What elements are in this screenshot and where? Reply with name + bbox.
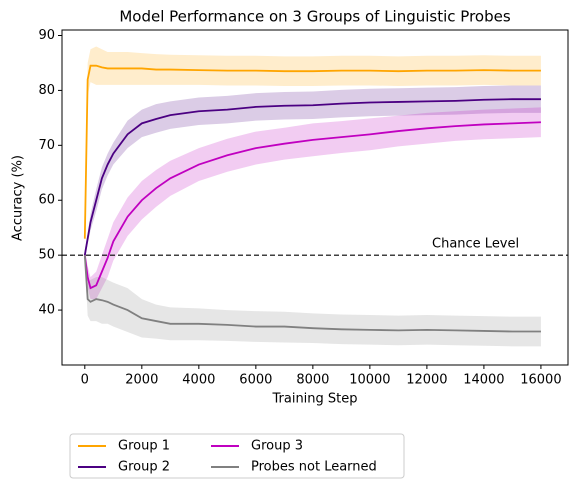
series-line (83, 64, 541, 239)
y-tick-label: 90 (38, 28, 55, 43)
y-tick-label: 80 (38, 83, 55, 98)
x-axis-label: Training Step (271, 392, 357, 407)
x-tick-label: 10000 (349, 373, 390, 388)
x-tick-label: 4000 (182, 373, 215, 388)
x-tick-label: 12000 (406, 373, 447, 388)
series-line (83, 98, 541, 256)
legend-label: Group 3 (251, 439, 303, 454)
chance-label: Chance Level (432, 237, 519, 252)
confidence-band (84, 249, 541, 347)
y-tick-label: 60 (38, 193, 55, 208)
confidence-band (84, 107, 541, 300)
y-tick-label: 70 (38, 138, 55, 153)
confidence-band (84, 46, 541, 245)
x-tick-label: 8000 (296, 373, 329, 388)
chart-title: Model Performance on 3 Groups of Linguis… (119, 8, 511, 26)
legend-label: Group 2 (118, 460, 170, 475)
legend-box (69, 433, 405, 479)
series-line (83, 255, 541, 333)
legend-label: Group 1 (118, 439, 170, 454)
x-tick-label: 16000 (520, 373, 561, 388)
x-tick-label: 14000 (463, 373, 504, 388)
x-tick-label: 2000 (125, 373, 158, 388)
legend-label: Probes not Learned (251, 460, 377, 475)
y-tick-label: 50 (38, 248, 55, 263)
plot-frame (61, 29, 569, 366)
y-axis-label: Accuracy (%) (11, 155, 26, 241)
series-line (83, 121, 541, 290)
x-tick-label: 6000 (239, 373, 272, 388)
confidence-band (84, 85, 541, 261)
x-tick-label: 0 (81, 373, 89, 388)
y-tick-label: 40 (38, 303, 55, 318)
